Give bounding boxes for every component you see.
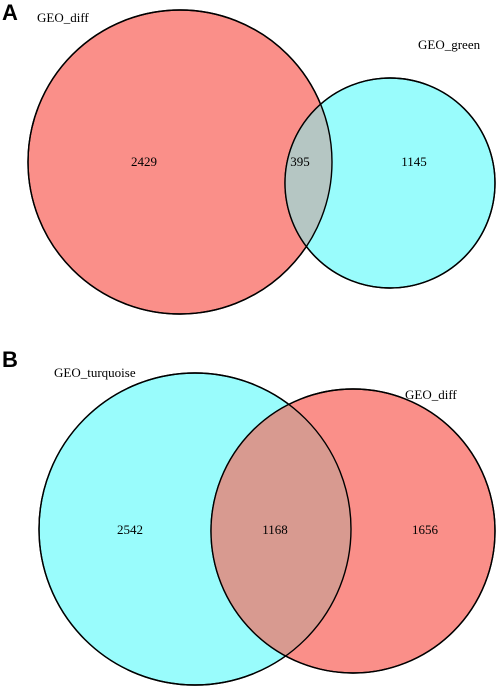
- panel-b-count-left-only: 2542: [117, 522, 143, 537]
- panel-a-set-geo-diff-circle: [27, 9, 333, 315]
- panel-b-set-geo-diff-outline: [210, 388, 496, 674]
- panel-b-letter: B: [2, 347, 18, 372]
- panel-a: A GEO_diff GEO_green 2429 395 1145: [2, 0, 496, 315]
- panel-b-set-geo-turquoise-outline: [38, 372, 352, 686]
- panel-b-count-intersection: 1168: [262, 522, 288, 537]
- panel-a-set-geo-green-outline: [284, 77, 496, 289]
- panel-b-intersection-region: [211, 389, 351, 673]
- panel-b-set-label-left: GEO_turquoise: [54, 365, 136, 380]
- panel-a-set-label-left: GEO_diff: [37, 10, 89, 25]
- panel-a-set-label-right: GEO_green: [418, 37, 481, 52]
- panel-a-letter: A: [2, 0, 18, 25]
- panel-a-count-right-only: 1145: [401, 154, 427, 169]
- panel-a-count-intersection: 395: [290, 154, 310, 169]
- panel-b: B GEO_turquoise GEO_diff 2542 1168 1656: [2, 347, 496, 686]
- panel-b-count-right-only: 1656: [412, 522, 439, 537]
- panel-a-count-left-only: 2429: [131, 154, 157, 169]
- panel-a-set-geo-diff-outline: [27, 9, 333, 315]
- panel-b-set-label-right: GEO_diff: [405, 387, 457, 402]
